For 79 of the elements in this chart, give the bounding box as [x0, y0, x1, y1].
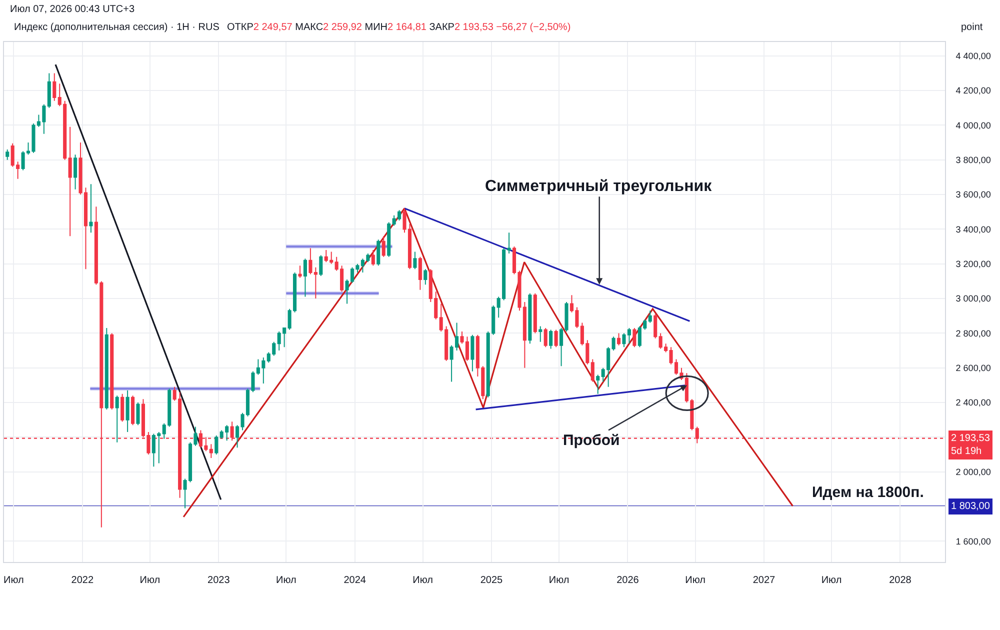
y-tick-label: 3 200,00 — [956, 259, 991, 270]
x-tick-label: 2026 — [616, 575, 640, 586]
candlestick — [533, 292, 537, 334]
x-tick-label: 2028 — [889, 575, 912, 586]
candlestick — [616, 332, 621, 346]
candlestick — [413, 251, 417, 270]
candlestick — [214, 434, 218, 456]
candlestick — [596, 374, 600, 394]
annotation: Симметричный треугольник — [485, 178, 713, 195]
x-tick-label: Июл — [4, 575, 24, 586]
candlestick — [549, 329, 553, 350]
candlestick — [314, 266, 318, 300]
candlestick — [470, 334, 474, 372]
candlestick — [89, 184, 93, 234]
y-tick-label: 3 000,00 — [956, 294, 991, 304]
candlestick — [319, 254, 323, 276]
candlestick — [136, 402, 140, 426]
candlestick — [654, 314, 658, 339]
y-tick-label: 3 600,00 — [956, 190, 991, 200]
candlestick — [424, 268, 428, 286]
candlestick — [126, 390, 130, 432]
y-tick-label: 3 800,00 — [956, 155, 991, 166]
y-tick-label: 2 000,00 — [956, 467, 991, 478]
x-tick-label: 2025 — [480, 575, 504, 586]
x-tick-label: Июл — [548, 575, 570, 586]
candlestick — [507, 232, 511, 254]
y-tick-label: 3 400,00 — [956, 224, 991, 234]
candlestick — [47, 72, 51, 108]
candlestick — [303, 258, 307, 298]
candlestick — [110, 332, 114, 410]
candlestick — [6, 148, 10, 160]
candlestick — [418, 256, 422, 290]
candlestick — [387, 222, 391, 258]
candlestick — [528, 292, 532, 344]
candlestick — [104, 328, 108, 410]
candlestick — [382, 236, 386, 258]
y-tick-label: 4 000,00 — [956, 120, 991, 130]
x-tick-label: 2022 — [71, 575, 94, 586]
candlestick — [376, 239, 380, 266]
x-tick-label: Июл — [412, 575, 434, 586]
chart-title: Индекс (дополнительная сессия) · 1H · RUS — [14, 22, 220, 33]
y-tick-label: 1 600,00 — [956, 536, 991, 546]
candlestick — [371, 250, 375, 266]
candlestick — [131, 395, 135, 426]
x-tick-label: 2024 — [344, 575, 366, 586]
candlestick — [74, 154, 78, 190]
candlestick — [115, 395, 119, 443]
candlestick — [590, 358, 594, 382]
annotation: Идем на 1800п. — [812, 484, 924, 501]
text: Июл 07, 2026 00:43 UTC+3 — [10, 4, 135, 15]
annotation: Пробой — [563, 432, 620, 449]
y-tick-label: 4 400,00 — [956, 51, 991, 62]
y-tick-label: 2 400,00 — [956, 398, 991, 408]
candlestick — [52, 72, 56, 102]
candlestick — [632, 328, 636, 348]
y-tick-label: 2 800,00 — [956, 328, 991, 338]
text: point — [961, 22, 983, 33]
y-tick-label: 4 200,00 — [956, 86, 991, 96]
ref-line-label: 2 193,53 5d 19h — [951, 433, 990, 457]
x-tick-label: Июл — [140, 575, 160, 586]
x-tick-label: Июл — [276, 575, 296, 586]
chart-subtitle: ОТКР2 249,57 МАКС2 259,92 МИН2 164,81 ЗАКР2 193,53 −56,27 (−2,50%) — [227, 22, 571, 33]
candlestick — [612, 336, 616, 352]
candlestick — [308, 248, 312, 275]
candlestick — [648, 310, 652, 324]
candlestick — [538, 326, 542, 342]
candlestick — [209, 444, 213, 458]
candlestick — [544, 328, 548, 348]
candlestick — [554, 329, 558, 348]
y-tick-label: 2 600,00 — [956, 363, 991, 374]
x-tick-label: 2023 — [208, 575, 230, 586]
line-series — [182, 208, 794, 518]
candlestick — [120, 393, 124, 422]
candlestick — [298, 265, 302, 278]
x-tick-label: Июл — [685, 575, 706, 586]
ref-line-label: 1 803,00 — [951, 501, 990, 512]
x-tick-label: Июл — [821, 575, 842, 586]
candlestick — [68, 126, 72, 237]
x-tick-label: 2027 — [752, 575, 776, 586]
